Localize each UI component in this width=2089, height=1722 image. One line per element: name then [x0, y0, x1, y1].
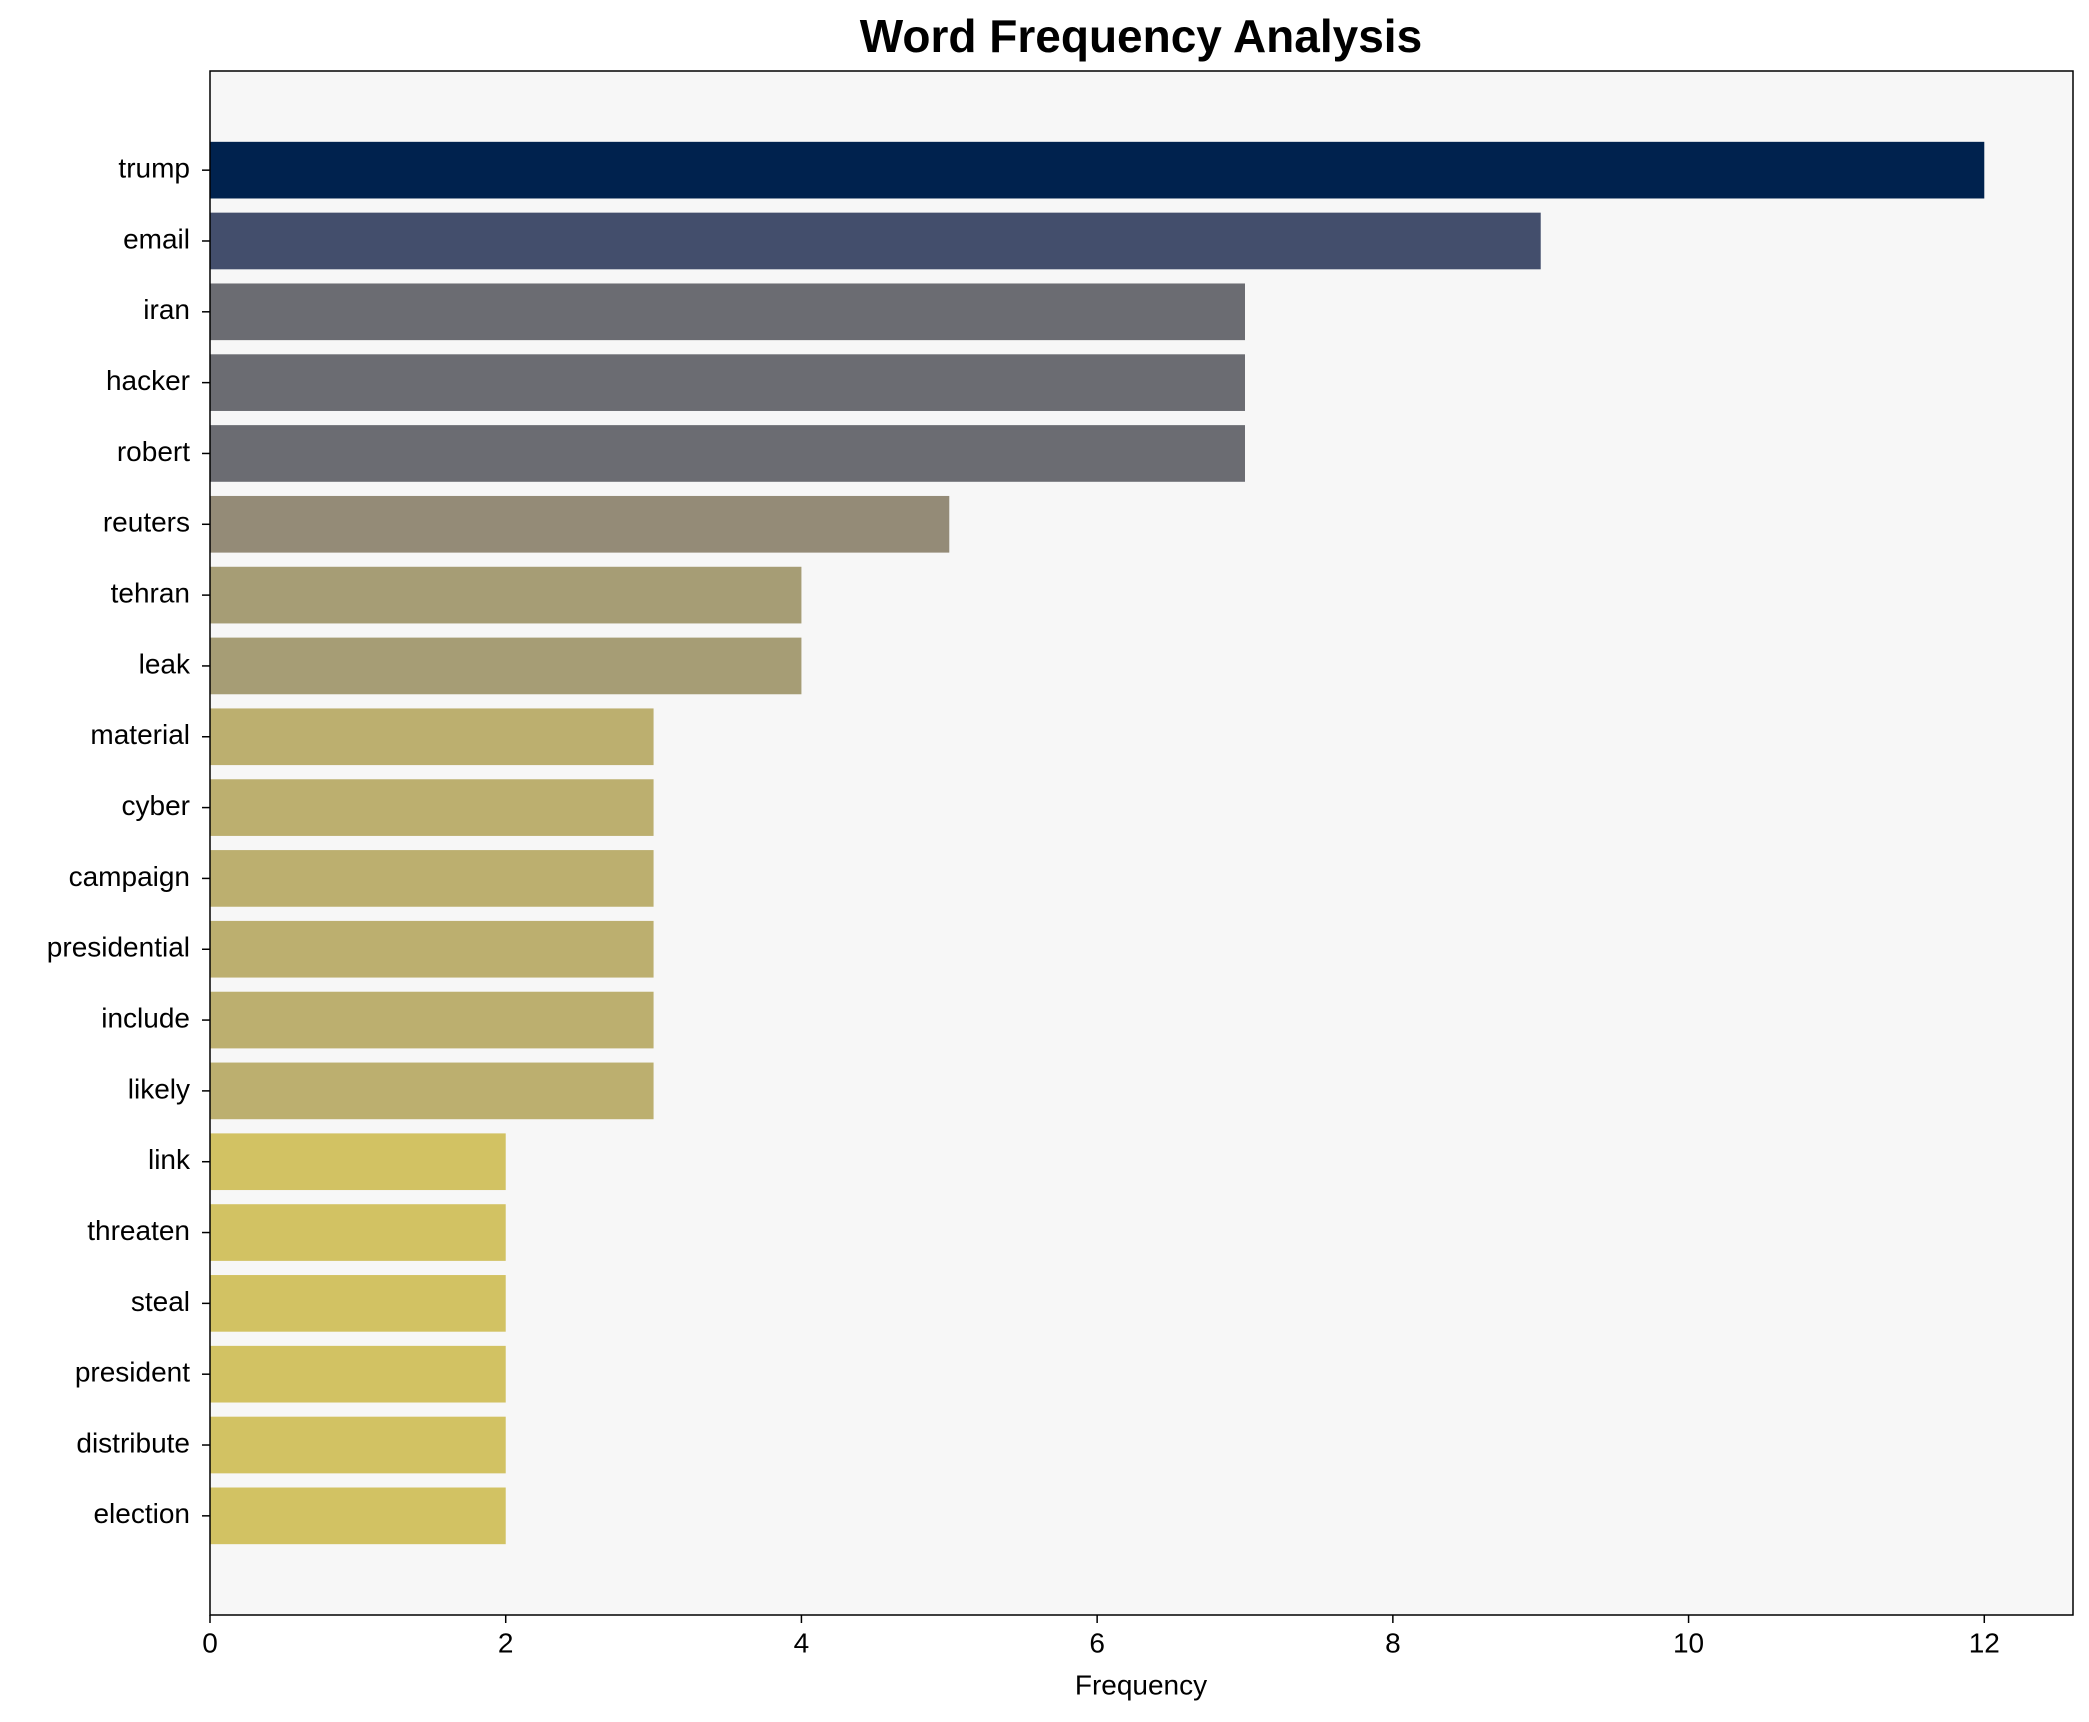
y-tick-label: tehran — [111, 578, 190, 609]
bar — [210, 991, 654, 1049]
bar — [210, 1062, 654, 1120]
y-tick-label: cyber — [122, 790, 190, 821]
y-tick-label: robert — [117, 436, 190, 467]
x-axis-label: Frequency — [1075, 1669, 1207, 1700]
bar — [210, 141, 1985, 199]
bar — [210, 425, 1245, 482]
y-tick-label: election — [93, 1498, 190, 1529]
x-tick-label: 10 — [1673, 1627, 1704, 1658]
y-tick-label: email — [123, 223, 190, 254]
bar — [210, 779, 654, 836]
x-tick-label: 12 — [1969, 1627, 2000, 1658]
y-tick-label: distribute — [76, 1427, 190, 1458]
bar — [210, 1345, 506, 1403]
bar — [210, 1416, 506, 1474]
chart-title: Word Frequency Analysis — [860, 10, 1422, 62]
bar — [210, 354, 1245, 411]
bar — [210, 495, 950, 553]
y-tick-label: iran — [143, 294, 190, 325]
bar — [210, 1487, 506, 1545]
bar — [210, 708, 654, 766]
x-tick-label: 4 — [794, 1627, 810, 1658]
bar — [210, 566, 802, 624]
y-tick-label: hacker — [106, 365, 190, 396]
x-tick-label: 0 — [202, 1627, 218, 1658]
x-tick-label: 6 — [1089, 1627, 1105, 1658]
y-tick-label: steal — [131, 1286, 190, 1317]
bar — [210, 212, 1541, 270]
y-tick-label: include — [101, 1002, 190, 1033]
x-tick-label: 8 — [1385, 1627, 1401, 1658]
y-tick-label: campaign — [69, 861, 190, 892]
plot-frame — [209, 70, 2074, 1616]
y-tick-label: threaten — [87, 1215, 190, 1246]
y-tick-label: president — [75, 1357, 190, 1388]
y-tick-label: leak — [139, 648, 191, 679]
bar — [210, 1275, 506, 1332]
y-tick-label: likely — [128, 1073, 190, 1104]
y-tick-label: material — [90, 719, 190, 750]
y-tick-label: link — [148, 1144, 191, 1175]
bar — [210, 850, 654, 907]
y-tick-label: presidential — [47, 932, 190, 963]
x-tick-label: 2 — [498, 1627, 514, 1658]
y-tick-label: trump — [118, 153, 190, 184]
bar — [210, 1204, 506, 1261]
bar — [210, 283, 1245, 341]
y-tick-label: reuters — [103, 507, 190, 538]
bar — [210, 637, 802, 695]
bar — [210, 920, 654, 978]
bar — [210, 1133, 506, 1191]
